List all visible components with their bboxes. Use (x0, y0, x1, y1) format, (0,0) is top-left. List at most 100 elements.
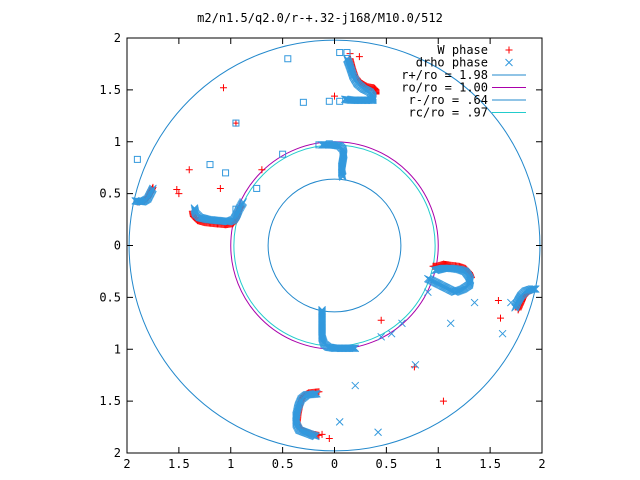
curve-8-point (424, 274, 432, 283)
axes: 2 1.5 1 0.5 0 0.5 1 1.5 221.510.500.511.52 (99, 31, 545, 471)
series-0-point (497, 314, 504, 322)
curve-3-point (190, 206, 199, 215)
series-0-point-stroke (331, 92, 338, 100)
curve-6-point (338, 172, 347, 180)
curve-6-point (338, 170, 346, 178)
legend-label: r-/ro = .64 (409, 93, 488, 107)
curve-5-point (342, 95, 350, 104)
series-2-point-stroke (325, 140, 333, 148)
series-2-point (325, 97, 333, 105)
series-2-point-stroke (206, 161, 214, 169)
curve-11-point-stroke (531, 285, 540, 293)
curve-9-point (349, 344, 357, 353)
curve-9-point-stroke (350, 344, 358, 353)
series-2-point (232, 119, 240, 127)
series-0-point-stroke (185, 166, 193, 174)
series-2-point-stroke (325, 97, 333, 105)
series-0-point (185, 166, 193, 174)
curve-9-point-stroke (349, 344, 357, 353)
series-2-point-stroke (284, 55, 292, 63)
series-0-point-stroke (175, 190, 183, 198)
series-0-point-stroke (216, 184, 224, 192)
series-0-point (355, 53, 363, 61)
curve-11-point-stroke (529, 285, 538, 293)
series-1-point-stroke (507, 298, 515, 307)
curve-11-point-stroke (530, 285, 539, 293)
series-2-point (315, 141, 323, 149)
curve-3-point-stroke (239, 198, 248, 206)
series-1-point-stroke (335, 418, 344, 426)
series-2-point-stroke (336, 49, 344, 57)
curve-5-point-stroke (343, 95, 351, 104)
series-1-point-stroke (446, 319, 455, 328)
x-tick-label: 1.5 (168, 457, 190, 471)
series-2-point-stroke (253, 184, 261, 192)
series-1-point-stroke (398, 319, 406, 328)
curve-9-point-stroke (347, 344, 356, 353)
series-0-point (410, 363, 418, 371)
x-tick-label: 1 (435, 457, 442, 471)
curve-6-point (338, 173, 347, 181)
curve-9-point (350, 344, 358, 353)
series-2-point (253, 184, 261, 192)
series-2-point-stroke (315, 141, 323, 149)
series-0-point (173, 185, 181, 193)
curve-6-point-stroke (338, 170, 346, 178)
series-2-point-stroke (343, 49, 351, 57)
series-0-point-stroke (173, 185, 181, 193)
series-2-point-stroke (133, 155, 141, 163)
curve-5-point-stroke (344, 95, 352, 104)
curve-13-point-stroke (311, 432, 320, 441)
curve-13-point-stroke (292, 417, 300, 426)
series-0-point (219, 84, 227, 92)
curve-11-point (531, 285, 540, 293)
y-tick-label: 2 (114, 31, 121, 45)
legend-label: r+/ro = 1.98 (401, 68, 488, 82)
series-0-point (232, 119, 240, 127)
legend-marker (505, 58, 513, 67)
series-1-point-stroke (424, 288, 432, 297)
series-2-point-stroke (279, 150, 287, 158)
curve-13-point (311, 432, 320, 441)
series-1-point (377, 332, 386, 341)
series-1-point-stroke (374, 428, 382, 437)
ref-circle-3 (233, 144, 436, 347)
curve-5-point-stroke (342, 95, 350, 104)
series-0-point-stroke (410, 363, 418, 371)
series-1-point (351, 381, 360, 390)
curve-6-point-stroke (338, 171, 347, 179)
curve-9-point (351, 344, 360, 353)
ref-circle-2 (267, 178, 402, 313)
series-1-point (387, 329, 396, 338)
legend-label: rc/ro = .97 (409, 106, 488, 120)
curve-9-point-stroke (351, 344, 360, 353)
series-2-point (336, 49, 344, 57)
x-tick-label: 1 (227, 457, 234, 471)
x-tick-label: 1.5 (479, 457, 501, 471)
series-2-point (222, 169, 230, 177)
series-0-point-stroke (325, 434, 333, 442)
curve-6-point (338, 171, 347, 179)
curve-5-point (344, 95, 352, 104)
series-0-point (258, 166, 266, 174)
series-1-point-stroke (470, 298, 479, 307)
curve-3-point-stroke (190, 206, 199, 215)
legend-label: ro/ro = 1.00 (401, 81, 488, 95)
series-0-point (318, 430, 326, 438)
series-2-point-stroke (232, 119, 240, 127)
curve-1-point-stroke (149, 184, 157, 193)
x-tick-label: 0 (331, 457, 338, 471)
y-tick-label: 0.5 (99, 187, 121, 201)
legend-marker-stroke (505, 46, 513, 54)
curve-11-point (528, 285, 537, 293)
series-2-point (299, 98, 307, 106)
legend-marker (505, 46, 513, 54)
series-2-point-stroke (299, 98, 307, 106)
series-1-point-stroke (351, 381, 360, 390)
curve-6-point-stroke (338, 172, 347, 180)
series-2-point (284, 55, 292, 63)
x-tick-label: 2 (538, 457, 545, 471)
series-1-point (424, 288, 432, 297)
series-1-point (507, 298, 515, 307)
